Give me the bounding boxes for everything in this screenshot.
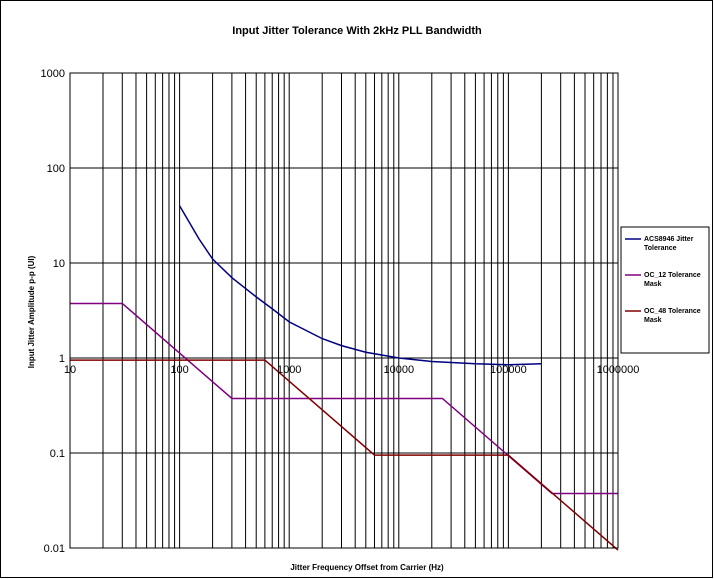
series-line-1 [70,302,618,495]
legend-label-0: Tolerance [644,245,677,252]
grid [69,72,618,549]
legend-label-2: Mask [644,317,662,324]
x-tick-label: 1000000 [597,364,640,376]
x-tick-label: 1000 [277,364,301,376]
legend-label-1: OC_12 Tolerance [644,272,701,279]
series-line-0 [178,205,542,366]
y-tick-label: 100 [47,163,65,175]
legend-label-1: Mask [644,281,662,288]
x-tick-label: 100000 [490,364,527,376]
x-tick-label: 10000 [384,364,415,376]
y-tick-label: 0.1 [50,448,65,460]
chart-title: Input Jitter Tolerance With 2kHz PLL Ban… [232,25,482,37]
series-line-2 [70,359,619,551]
y-tick-label: 0.01 [44,543,65,555]
legend-box [620,226,710,354]
legend: ACS8946 Jitter Tolerance OC_12 Tolerance Ma… [620,226,710,354]
x-axis-title: Jitter Frequency Offset from Carrier (Hz… [290,563,444,572]
x-tick-label: 100 [170,364,188,376]
plot-area-border [69,72,619,549]
y-axis-title: Input Jitter Amplitude p-p (UI) [27,255,36,368]
y-tick-label: 10 [53,258,65,270]
tick-labels: 10 100 1000 10000 100000 10000000.010.1110100… [41,68,640,555]
y-tick-label: 1000 [41,68,65,80]
legend-label-2: OC_48 Tolerance [644,308,701,315]
series-lines [70,205,619,551]
x-tick-label: 10 [64,364,76,376]
legend-label-0: ACS8946 Jitter [644,236,694,243]
y-tick-label: 1 [59,353,65,365]
